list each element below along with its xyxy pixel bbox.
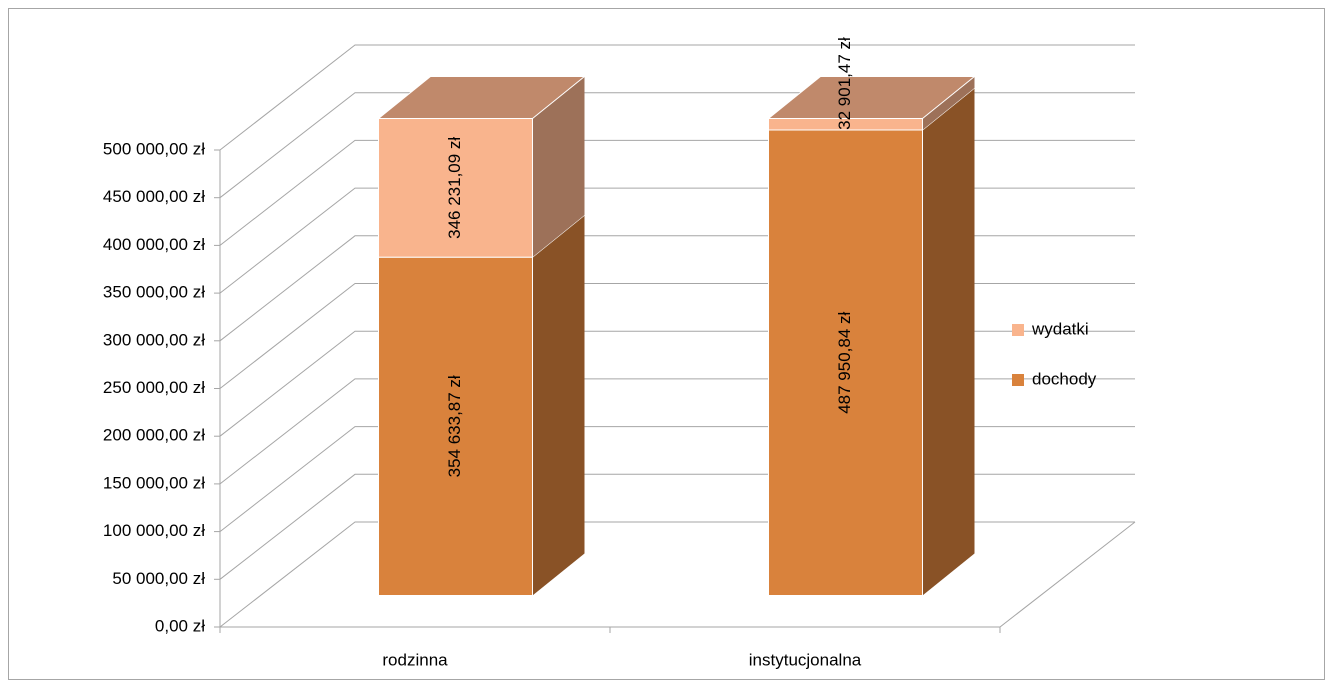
bar bbox=[768, 129, 923, 596]
y-tick-label: 500 000,00 zł bbox=[103, 139, 205, 158]
y-tick-label: 400 000,00 zł bbox=[103, 235, 205, 254]
x-tick-label: rodzinna bbox=[382, 650, 448, 669]
data-label: 346 231,09 zł bbox=[445, 137, 464, 239]
legend-swatch bbox=[1012, 374, 1024, 386]
y-tick-label: 450 000,00 zł bbox=[103, 187, 205, 206]
y-tick-label: 0,00 zł bbox=[155, 616, 205, 635]
data-label: 354 633,87 zł bbox=[445, 375, 464, 477]
chart-border bbox=[8, 8, 1325, 680]
legend-swatch bbox=[1012, 324, 1024, 336]
legend-label: wydatki bbox=[1031, 319, 1089, 338]
bar-side bbox=[922, 76, 975, 130]
grid-line bbox=[219, 44, 1135, 151]
y-tick-label: 350 000,00 zł bbox=[103, 283, 205, 302]
x-tick-label: instytucjonalna bbox=[749, 650, 862, 669]
data-label: 32 901,47 zł bbox=[835, 37, 854, 130]
y-tick-label: 50 000,00 zł bbox=[112, 569, 205, 588]
y-tick-label: 200 000,00 zł bbox=[103, 426, 205, 445]
bar bbox=[378, 256, 533, 596]
bar bbox=[378, 118, 533, 258]
bar-side bbox=[532, 76, 585, 258]
bar-side bbox=[922, 87, 975, 596]
y-tick-label: 250 000,00 zł bbox=[103, 378, 205, 397]
legend-label: dochody bbox=[1032, 369, 1097, 388]
y-tick-label: 100 000,00 zł bbox=[103, 521, 205, 540]
bar bbox=[768, 118, 923, 131]
data-label: 487 950,84 zł bbox=[835, 311, 854, 413]
y-tick-label: 150 000,00 zł bbox=[103, 473, 205, 492]
bar-side bbox=[532, 215, 585, 596]
y-tick-label: 300 000,00 zł bbox=[103, 330, 205, 349]
